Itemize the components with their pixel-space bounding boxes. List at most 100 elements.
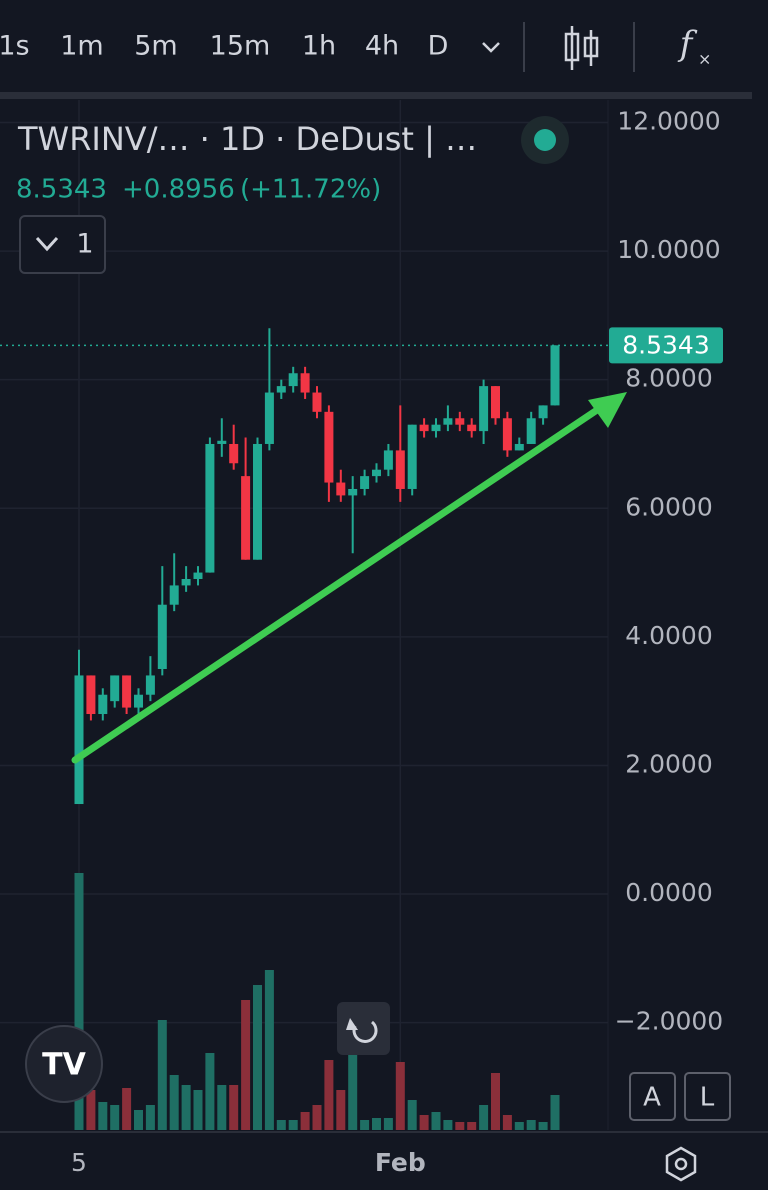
volume-bar [372,1118,381,1130]
volume-bar [157,1020,167,1130]
candle-body [360,476,370,489]
y-tick-label: 10.0000 [617,235,720,264]
volume-bar [419,1115,429,1130]
volume-bar [217,1085,227,1130]
candle-body [312,392,322,412]
chart-type-icon[interactable] [564,26,599,70]
volume-bar [122,1088,132,1130]
volume-bar [134,1110,143,1130]
volume-bar [526,1120,536,1130]
volume-bar [431,1112,441,1130]
candle-body [419,424,429,432]
status-dot [534,129,556,151]
volume-bar [205,1053,215,1130]
volume-bar [407,1100,417,1130]
volume-bar [348,1050,358,1130]
volume-bar [360,1120,370,1130]
y-tick-label: −2.0000 [615,1007,723,1036]
volume-bar [550,1095,560,1130]
volume-bar [336,1090,346,1130]
volume-bar [443,1120,453,1130]
candle-body [229,443,239,464]
volume-bar [288,1120,298,1130]
candle-body [300,373,310,393]
interval-button[interactable]: D [428,31,449,62]
candle-body [502,418,512,451]
candle-body [407,424,417,489]
volume-bar [98,1102,108,1130]
candle-body [324,411,334,483]
volume-bar [181,1085,191,1130]
x-tick-label: Feb [375,1148,426,1177]
volume-bar [324,1060,334,1130]
volume-bar [502,1115,512,1130]
log-scale-button[interactable] [684,1072,731,1121]
volume-bar [276,1120,286,1130]
candle-body [455,418,465,425]
tv-logo[interactable] [25,1025,103,1103]
auto-scale-label: A [643,1083,661,1113]
volume-bar [110,1105,120,1130]
chevron [35,236,59,252]
candle-body [431,424,441,432]
candle-body [157,604,167,670]
candle-body [193,572,203,579]
auto-scale-button[interactable] [629,1072,676,1121]
candle-body [538,405,548,419]
candle-body [383,450,393,470]
scrollbar [0,92,752,99]
candle-body [479,386,489,432]
volume-bar [145,1105,155,1130]
volume-bar [467,1122,477,1130]
interval-dropdown[interactable] [482,42,500,53]
volume-bar [312,1105,322,1130]
x-tick-label: 5 [71,1148,87,1177]
indicators-toggle[interactable] [19,215,106,274]
volume-bar [74,873,84,1130]
indicators-count: 1 [76,229,93,260]
candle-body [253,443,262,560]
reset-button[interactable] [337,1002,390,1055]
settings-icon[interactable] [665,1146,697,1182]
candle-body [276,386,286,393]
trend-arrow [71,404,604,764]
volume-bar [479,1105,489,1130]
interval-button[interactable]: 1h [302,31,336,62]
volume-bar [169,1075,179,1130]
price: 8.5343 [16,175,107,205]
candle-body [467,424,477,432]
interval-button[interactable]: 5m [134,31,177,62]
y-tick-label: 8.0000 [625,364,712,393]
y-tick-label: 6.0000 [625,492,712,521]
candle-body [217,440,227,444]
candle-body [205,443,215,573]
interval-button[interactable]: 4h [365,31,399,62]
candle-body [145,675,155,695]
candle-body [122,675,132,708]
candle-body [550,345,560,406]
candle-body [288,373,298,387]
volume-bar [455,1122,465,1130]
interval-button[interactable]: 15m [210,31,271,62]
candle-body [74,675,84,805]
candle-body [241,476,251,560]
last-price-tag [609,327,723,364]
candle-body [98,694,108,715]
last-price-label: 8.5343 [622,330,709,359]
volume-bar [395,1062,405,1130]
y-tick-label: 4.0000 [625,621,712,650]
y-tick-label: 12.0000 [617,107,720,136]
y-tick-label: 2.0000 [625,749,712,778]
interval-button[interactable]: 1m [60,31,103,62]
candle-body [181,578,191,586]
toolbar: 1s 1m 5m 15m 1h 4h D [0,31,500,62]
candle-body [395,450,405,489]
candle-body [134,694,143,708]
volume-bar [193,1090,203,1130]
candle-body [514,443,524,451]
candle-body [526,418,536,444]
tv-logo-mark: TV [42,1048,86,1083]
interval-button[interactable]: 1s [0,31,30,62]
